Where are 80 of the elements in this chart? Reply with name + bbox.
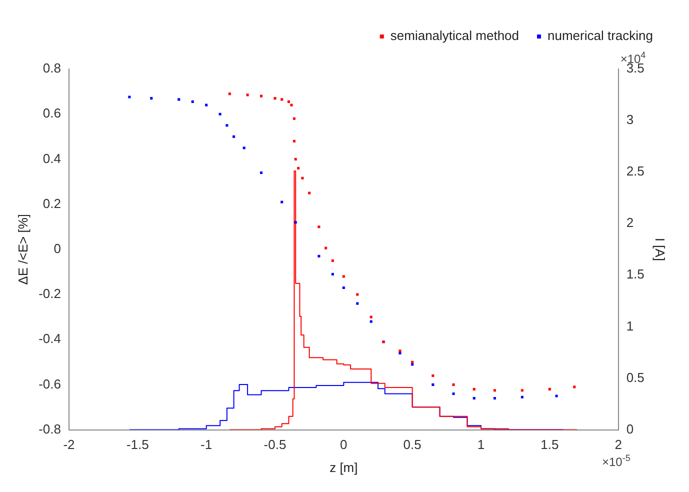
point xyxy=(226,124,228,127)
point xyxy=(294,158,297,160)
point xyxy=(287,100,290,103)
point xyxy=(228,92,231,96)
x-tick-label: -2 xyxy=(63,437,75,452)
y-tick-label: -0.6 xyxy=(38,376,61,392)
point xyxy=(274,97,276,100)
point xyxy=(205,104,208,106)
point xyxy=(370,316,372,318)
point xyxy=(493,396,496,400)
y2-tick-label: 1.5 xyxy=(626,266,644,282)
y-tick-label: 0.2 xyxy=(42,196,61,211)
point xyxy=(520,389,524,392)
y2-tick-label: 1 xyxy=(626,318,634,334)
y2-tick-label: 0.5 xyxy=(626,370,644,385)
point xyxy=(301,176,304,180)
point xyxy=(290,104,293,106)
x-tick-label: 1 xyxy=(477,437,485,452)
point xyxy=(324,246,328,250)
x-tick-label: -1 xyxy=(200,437,212,452)
point xyxy=(292,117,296,120)
point xyxy=(191,100,194,103)
point xyxy=(520,396,524,398)
point xyxy=(493,389,496,392)
point xyxy=(292,140,296,142)
point xyxy=(342,275,345,278)
x-tick-label: 1.5 xyxy=(540,437,559,452)
y-tick-label: -0.8 xyxy=(38,421,61,436)
point xyxy=(318,226,320,228)
y2-tick-label: 3 xyxy=(626,112,634,128)
point xyxy=(178,98,180,101)
point xyxy=(232,135,236,138)
y2-tick-label: 0 xyxy=(626,421,634,436)
point xyxy=(218,112,222,116)
legend-label: numerical tracking xyxy=(548,28,654,44)
point xyxy=(318,254,320,258)
point xyxy=(370,320,372,323)
point xyxy=(242,146,246,150)
point xyxy=(331,272,334,276)
point xyxy=(452,383,455,386)
x-tick-label: 0 xyxy=(340,437,348,452)
point xyxy=(452,392,455,395)
point xyxy=(342,286,345,290)
point xyxy=(356,302,359,305)
y2-tick-label: 2.5 xyxy=(626,164,644,179)
point xyxy=(555,394,558,398)
x-tick-label: -1.5 xyxy=(126,437,149,452)
y-axis-title: ΔE /<E> [%] xyxy=(15,214,30,285)
x-tick-label: 0.5 xyxy=(403,437,422,452)
point xyxy=(472,396,476,400)
point xyxy=(294,221,297,224)
point xyxy=(150,97,153,100)
point xyxy=(128,96,131,98)
point xyxy=(432,374,434,377)
point xyxy=(356,293,359,296)
legend-label: semianalytical method xyxy=(390,28,520,44)
y2-axis-title: I [A] xyxy=(652,238,668,261)
x-tick-label: -0.5 xyxy=(264,437,286,452)
point xyxy=(246,94,249,96)
x-tick-label: 2 xyxy=(614,437,622,452)
point xyxy=(548,388,551,390)
y-tick-label: -0.2 xyxy=(38,286,61,302)
point xyxy=(331,259,334,262)
point xyxy=(573,386,576,388)
y2-tick-label: 2 xyxy=(626,215,634,230)
point xyxy=(297,166,300,170)
point xyxy=(308,192,311,194)
point xyxy=(280,98,284,101)
y-tick-label: 0.4 xyxy=(42,150,61,166)
point xyxy=(411,360,414,364)
y-tick-label: -0.4 xyxy=(38,331,61,346)
y-tick-label: 0.8 xyxy=(42,60,61,76)
point xyxy=(260,171,263,174)
point xyxy=(432,383,434,386)
x-axis-title: z [m] xyxy=(330,460,358,475)
point xyxy=(472,388,476,390)
point xyxy=(280,200,284,204)
y-tick-label: 0.6 xyxy=(42,106,61,121)
point xyxy=(260,94,263,98)
y-tick-label: 0 xyxy=(54,240,61,256)
